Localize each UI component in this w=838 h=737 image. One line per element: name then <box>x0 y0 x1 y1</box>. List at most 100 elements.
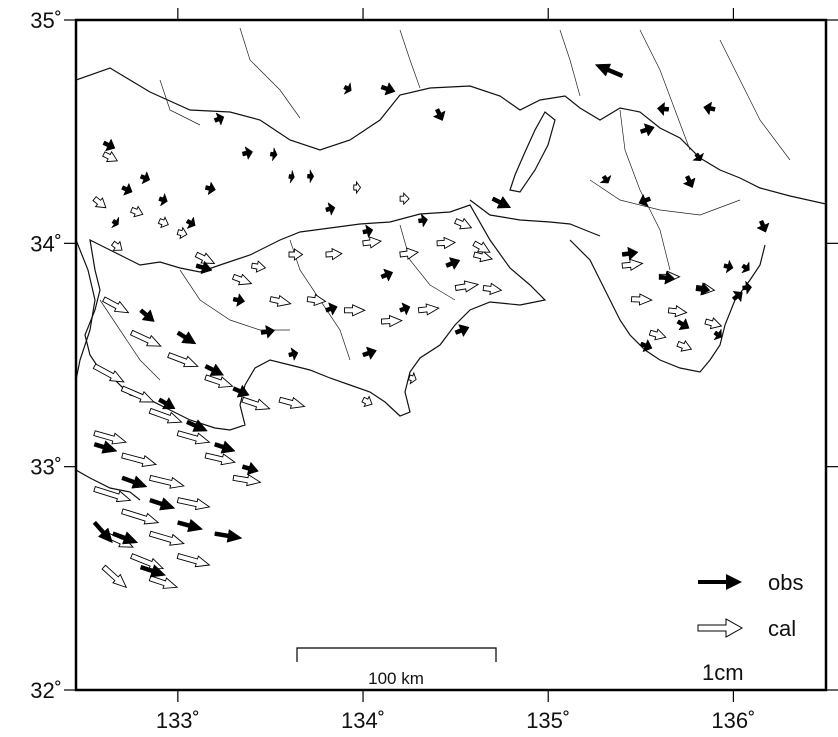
obs-vector <box>93 440 118 454</box>
cal-vector <box>92 363 125 383</box>
obs-vector <box>741 261 750 274</box>
cal-vector <box>241 396 271 411</box>
scale-bar: 100 km <box>296 647 497 688</box>
obs-vector <box>658 270 676 285</box>
cal-vector <box>344 304 366 317</box>
prefecture-border <box>399 224 456 301</box>
cal-vector <box>92 196 107 209</box>
cal-vector <box>353 180 362 195</box>
obs-vector <box>176 518 204 533</box>
obs-vector <box>185 419 208 432</box>
obs-vector <box>232 293 246 307</box>
cal-vector <box>278 396 306 409</box>
cal-vector <box>120 385 155 403</box>
obs-vector <box>682 175 696 188</box>
obs-vector <box>676 318 690 331</box>
obs-vector <box>139 170 151 185</box>
obs-vector <box>380 268 394 282</box>
obs-vector <box>325 302 338 316</box>
obs-vector <box>176 330 197 345</box>
shikoku-southwest-coast <box>76 469 141 501</box>
obs-vector <box>621 246 639 261</box>
cal-vector <box>325 247 343 261</box>
cal-vector <box>399 192 410 206</box>
cal-vector <box>667 305 688 318</box>
cal-vector <box>630 293 653 306</box>
cal-vector <box>362 236 382 249</box>
obs-vector <box>241 461 259 476</box>
x-tick-label: 135˚ <box>526 708 570 733</box>
obs-vector <box>742 280 753 295</box>
cal-vector <box>204 452 237 466</box>
prefecture-border <box>589 179 741 216</box>
obs-vector <box>756 219 770 233</box>
cal-vector <box>436 236 457 250</box>
obs-vector <box>307 168 315 184</box>
legend-reference-label: 1cm <box>702 660 744 685</box>
legend-obs-label: obs <box>768 570 803 595</box>
cal-vector <box>232 474 262 487</box>
cal-vector <box>269 294 292 307</box>
obs-vector <box>195 260 213 275</box>
cal-vector <box>148 530 185 546</box>
cal-vector <box>288 248 304 261</box>
x-tick-label: 134˚ <box>341 708 385 733</box>
cal-vector <box>110 240 123 251</box>
prefecture-border <box>619 109 671 271</box>
cal-vector <box>454 280 480 293</box>
obs-vector <box>638 193 652 207</box>
cal-vector <box>621 258 644 271</box>
calculated-vectors <box>92 150 723 589</box>
obs-vector <box>380 82 396 96</box>
cal-vector <box>399 247 420 260</box>
cal-vector <box>407 371 417 385</box>
prefecture-border <box>399 29 421 89</box>
obs-vector <box>432 108 446 121</box>
obs-vector <box>731 290 743 303</box>
cal-vector <box>472 250 494 263</box>
obs-vector <box>139 308 155 322</box>
obs-vector <box>121 475 148 489</box>
y-tick-label: 35˚ <box>30 8 62 33</box>
obs-vector <box>399 302 411 316</box>
x-tick-label: 136˚ <box>711 708 755 733</box>
cal-vector <box>306 293 327 307</box>
obs-vector <box>269 147 278 162</box>
obs-vector <box>594 63 624 79</box>
legend: obs cal 1cm <box>697 570 803 685</box>
honshu-coastline <box>76 67 826 205</box>
scale-bar-label: 100 km <box>368 669 424 688</box>
cal-vector <box>176 497 211 511</box>
cal-vector <box>648 328 667 341</box>
obs-vector <box>491 196 512 209</box>
obs-vector <box>185 216 196 229</box>
cal-vector <box>361 395 373 408</box>
obs-vector <box>232 384 250 398</box>
obs-vector <box>695 281 711 296</box>
cal-vector <box>204 374 234 388</box>
cal-vector <box>130 205 144 218</box>
cal-vector <box>167 352 199 368</box>
cal-vector <box>121 508 160 525</box>
cal-vector <box>250 260 267 273</box>
cal-vector <box>482 282 503 296</box>
obs-vector <box>204 181 216 196</box>
obs-vector <box>110 216 120 229</box>
x-tick-label: 133˚ <box>156 708 200 733</box>
cal-vector <box>176 226 188 240</box>
cal-vector <box>148 474 185 489</box>
obs-vector <box>639 123 655 137</box>
cal-vector <box>676 339 693 352</box>
obs-vector <box>639 338 653 353</box>
cal-vector <box>101 296 130 314</box>
honshu-coast-lower <box>469 199 601 237</box>
obs-vector <box>157 397 176 410</box>
map-content <box>76 27 826 589</box>
cal-vector <box>472 240 491 253</box>
axis-ticks: 133˚ 134˚ 135˚ 136˚ 32˚ 33˚ 34˚ 35˚ <box>30 8 838 733</box>
cal-vector <box>121 452 158 468</box>
obs-vector <box>241 146 253 161</box>
prefecture-border <box>239 27 301 119</box>
obs-vector <box>656 101 670 117</box>
